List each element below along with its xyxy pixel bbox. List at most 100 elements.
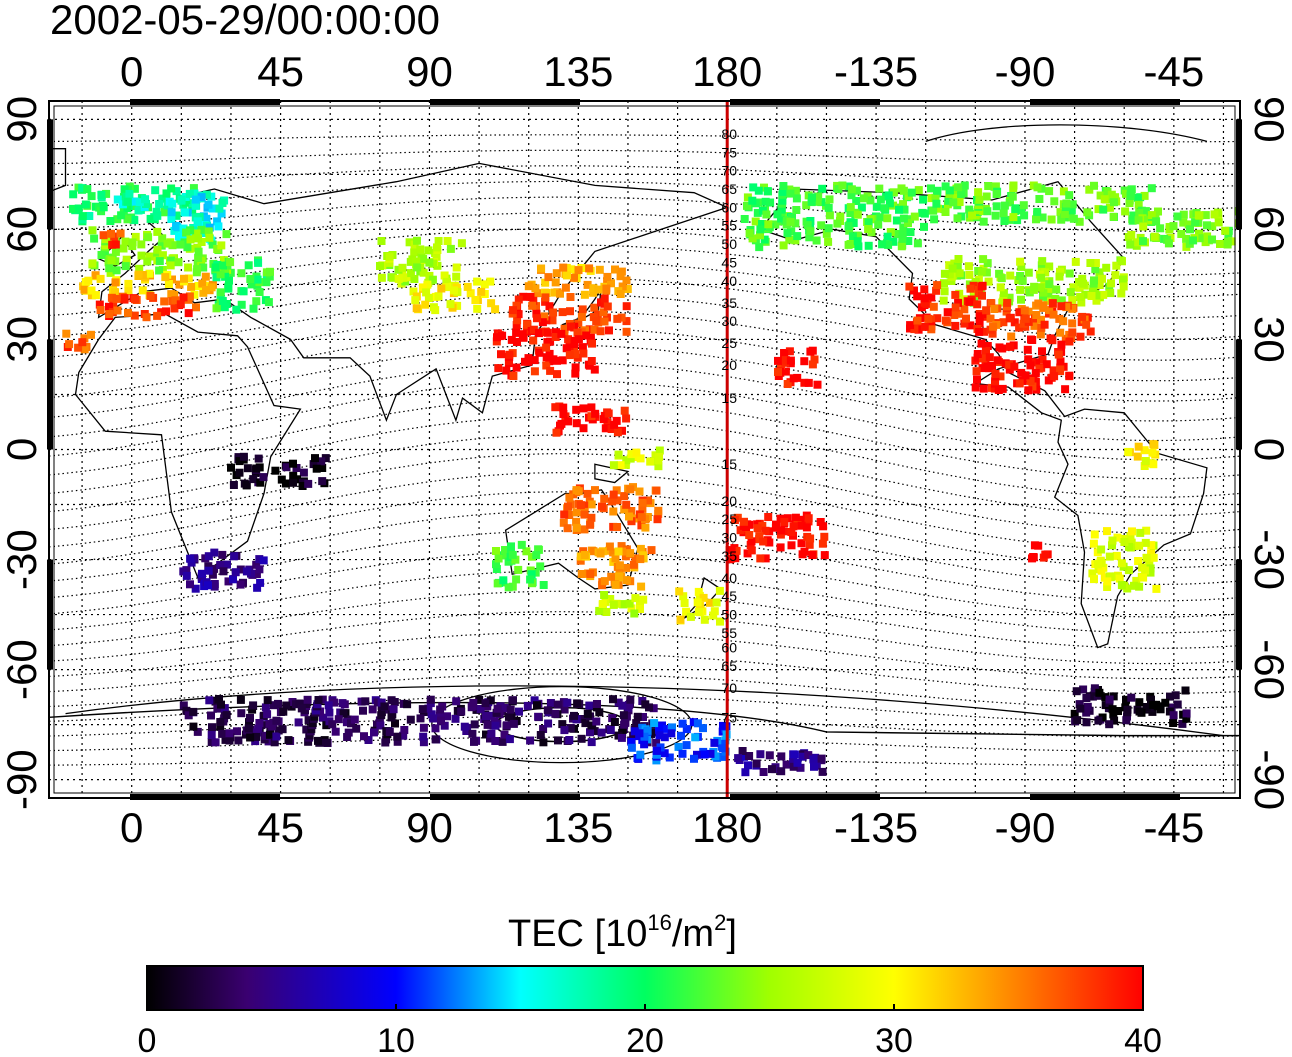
south-contour (65, 685, 1224, 737)
tec-cell (1045, 280, 1054, 289)
tec-cell (693, 598, 702, 607)
dip-contour (49, 362, 1240, 442)
tec-cell (1079, 685, 1088, 694)
tec-cell (473, 277, 482, 286)
tec-cell (266, 730, 274, 739)
contour-label: 50 (721, 236, 737, 252)
tec-cell (1065, 191, 1074, 200)
tec-cell (377, 273, 386, 282)
tec-cell (1051, 294, 1060, 303)
tec-cell (734, 754, 743, 763)
tec-cell (359, 706, 367, 715)
tec-cell (1071, 257, 1080, 266)
tec-cell (659, 724, 668, 733)
tec-cell (996, 283, 1005, 292)
tec-cell (789, 522, 798, 531)
tec-cell (143, 257, 152, 266)
tec-cell (177, 195, 186, 204)
tec-cell (511, 555, 520, 564)
tec-cell (979, 255, 988, 264)
tec-cell (1221, 226, 1230, 235)
tec-cell (983, 207, 992, 216)
tec-cell (636, 454, 645, 463)
tec-cell (1142, 703, 1151, 711)
tec-cell (122, 255, 131, 264)
tec-cell (549, 355, 558, 364)
tec-cell (220, 303, 229, 312)
tec-cell (1117, 581, 1126, 590)
tec-cell (185, 189, 194, 198)
tec-cell (889, 188, 898, 197)
tec-cell (137, 240, 146, 249)
tec-cell (113, 306, 122, 315)
tec-cell (605, 542, 614, 551)
tec-cell (622, 500, 631, 509)
tec-cell (814, 192, 823, 201)
tec-cell (776, 543, 785, 552)
tec-cell (131, 295, 139, 304)
tec-cell (978, 354, 987, 363)
tec-cell (425, 258, 434, 267)
lon-tick-label: 0 (120, 804, 143, 851)
tec-cell (174, 258, 183, 267)
tec-cell (179, 567, 188, 576)
tec-cell (189, 722, 198, 731)
tec-cell (1141, 566, 1150, 575)
tec-cell (1203, 221, 1211, 230)
tec-cell (105, 264, 114, 273)
tec-cell (1122, 189, 1130, 198)
tec-cell (621, 460, 630, 469)
tec-cell (576, 556, 585, 565)
tec-cell (78, 184, 87, 193)
tec-cell (405, 238, 414, 247)
tec-cell (965, 205, 974, 214)
tec-cell (162, 189, 171, 198)
tec-cell (973, 300, 982, 309)
tec-cell (792, 206, 801, 214)
tec-cell (1203, 232, 1212, 241)
tec-cell (754, 186, 763, 195)
tec-cell (1102, 263, 1111, 272)
tec-cell (537, 264, 546, 273)
tec-cell (499, 576, 508, 585)
tec-cell (910, 212, 919, 221)
tec-cell (294, 718, 303, 727)
tec-cell (222, 230, 231, 239)
tec-cell (492, 565, 501, 573)
tec-cell (1214, 218, 1223, 227)
tec-cell (587, 738, 596, 747)
tec-cell (931, 193, 940, 202)
tec-cell (189, 184, 198, 193)
tec-cell (600, 494, 609, 503)
tec-cell (610, 574, 619, 583)
tec-cell (215, 303, 224, 312)
tec-cell (1041, 550, 1050, 559)
contour-label: 15 (721, 456, 737, 472)
tec-cell (1032, 358, 1041, 367)
tec-cell (1005, 360, 1014, 369)
tec-cell (636, 605, 644, 613)
tec-cell (138, 271, 147, 279)
tec-cell (533, 314, 541, 323)
tec-cell (124, 287, 133, 296)
tec-cell (747, 537, 756, 546)
tec-cell (1006, 271, 1015, 280)
tec-cell (805, 233, 814, 242)
tec-cell (756, 554, 765, 563)
tec-cell (787, 541, 796, 550)
tec-cell (370, 728, 378, 737)
tec-cell (1042, 360, 1051, 369)
tec-cell (236, 580, 245, 589)
tec-cell (682, 607, 691, 616)
tec-cell (389, 705, 398, 714)
tec-cell (1195, 234, 1204, 243)
tec-cell (261, 703, 270, 712)
contour-label: 80 (721, 126, 737, 142)
tec-cell (706, 749, 715, 758)
tec-cell (1047, 215, 1056, 224)
tec-cell (105, 310, 114, 318)
tec-cell (803, 221, 812, 230)
tec-cell (191, 195, 200, 204)
tec-cell (984, 182, 993, 190)
tec-cell (65, 340, 74, 349)
